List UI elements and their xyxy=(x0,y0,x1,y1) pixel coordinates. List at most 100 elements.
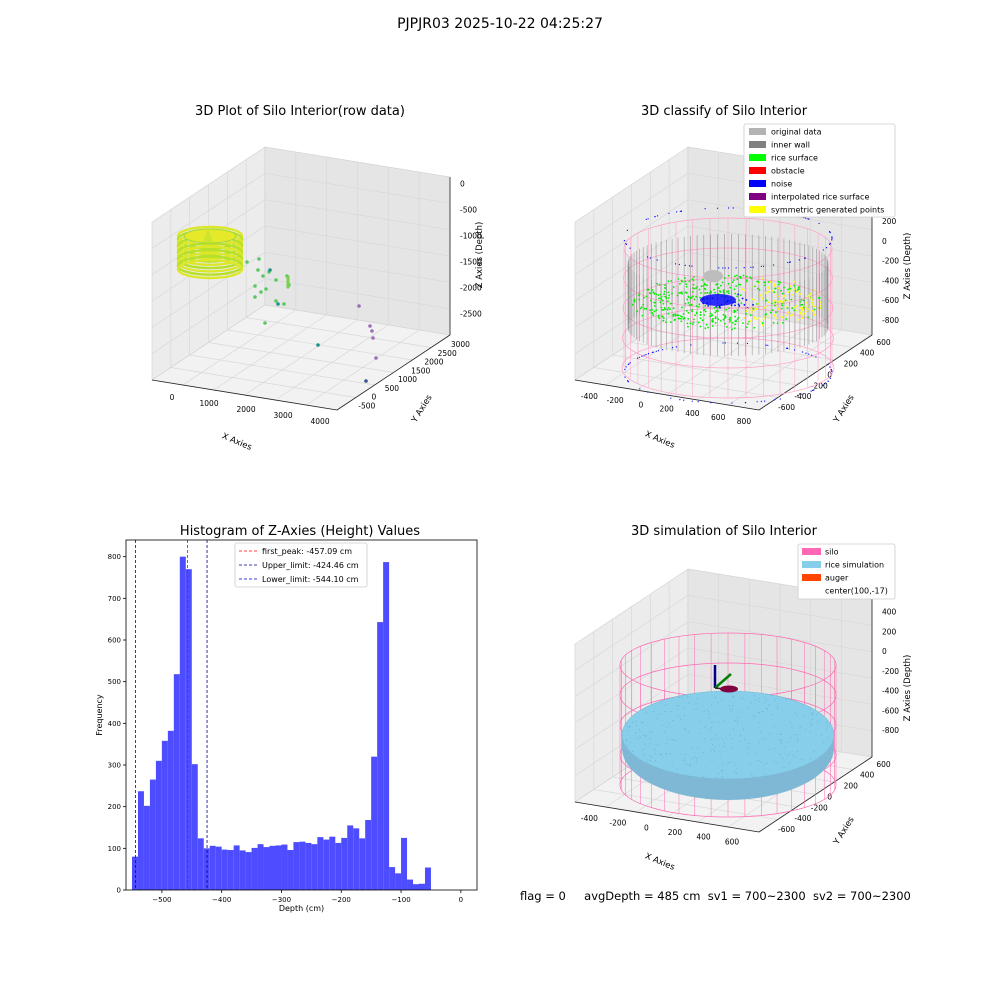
plot4-rice-point xyxy=(641,722,643,723)
plot4-rice-point xyxy=(653,711,655,712)
plot2-surface-point xyxy=(653,305,656,307)
histogram-bar xyxy=(197,838,204,890)
plot2-surface-point xyxy=(774,315,777,318)
plot2-grid-line xyxy=(728,329,842,406)
plot4-rice-point xyxy=(779,754,781,756)
plot2-surface-point xyxy=(739,283,742,286)
plot2-surface-point xyxy=(662,317,665,319)
plot4-rice-point xyxy=(677,705,679,707)
plot2-surface-point xyxy=(758,317,760,319)
plot1-scatter-point xyxy=(264,287,268,291)
plot2-noise-point xyxy=(657,215,659,217)
plot2-surface-point xyxy=(703,314,706,316)
plot4-rice-point xyxy=(732,695,734,697)
plot4-rice-point xyxy=(708,711,710,713)
plot4-rice-point xyxy=(768,749,770,751)
plot2-surface-point xyxy=(767,301,770,303)
plot4-rice-point xyxy=(688,731,690,733)
plot4-legend-swatch xyxy=(802,574,821,581)
plot2-noise-point xyxy=(732,207,734,209)
plot4-rice-point xyxy=(696,760,697,762)
plot2-surface-point xyxy=(655,309,658,312)
plot4-rice-point xyxy=(656,718,658,720)
plot2-noise-point xyxy=(801,351,804,353)
histogram-bar xyxy=(221,849,228,890)
plot2-surface-point xyxy=(733,288,736,291)
plot4-rice-point xyxy=(797,741,799,743)
plot2-noise-point xyxy=(763,265,765,267)
plot1-center-peak xyxy=(203,228,213,242)
plot4-rice-point xyxy=(717,702,719,704)
plot2-surface-point xyxy=(813,305,816,308)
plot2-noise-point xyxy=(662,349,664,351)
plot4-rice-point xyxy=(797,739,799,740)
plot2-surface-point xyxy=(704,305,707,307)
plot1-ytick-label: 1500 xyxy=(411,366,430,375)
plot4-rice-point xyxy=(750,702,752,704)
plot2-surface-point xyxy=(786,305,788,308)
histogram-xtick-label: −300 xyxy=(272,896,291,904)
plot4-rice-point xyxy=(715,696,717,698)
plot2-noise-point xyxy=(649,257,652,259)
plot1-scatter-point xyxy=(357,304,361,308)
plot4-xtick-label: -400 xyxy=(581,814,598,823)
histogram-bar xyxy=(365,820,372,890)
plot2-noise-point xyxy=(691,400,693,402)
plot2-surface-point xyxy=(711,314,714,317)
plot4-rice-point xyxy=(737,720,739,722)
plot4-rice-point xyxy=(822,741,824,743)
plot4-ztick-label: 200 xyxy=(882,627,897,636)
plot2-surface-point xyxy=(714,321,717,324)
plot4-rice-point xyxy=(687,696,689,698)
plot2-noise-point xyxy=(637,357,639,359)
histogram-xtick-label: −500 xyxy=(152,896,171,904)
plot2-noise-point xyxy=(798,259,800,261)
plot2-surface-point xyxy=(665,297,668,300)
histogram-ytick-label: 400 xyxy=(108,720,121,728)
plot4-rice-point xyxy=(672,739,674,741)
plot2-surface-point xyxy=(756,318,758,320)
histogram-bar xyxy=(263,847,270,890)
plot2-surface-point xyxy=(657,315,660,318)
plot4-rice-point xyxy=(626,730,628,732)
footer-sv1: sv1 = 700~2300 xyxy=(707,889,806,903)
histogram-bar xyxy=(347,825,354,890)
plot2-surface-point xyxy=(727,274,730,277)
plot2-legend-swatch xyxy=(749,128,766,135)
plot2-ytick-label: 600 xyxy=(876,338,891,347)
plot2-surface-point xyxy=(733,309,736,312)
histogram-bar xyxy=(353,828,360,890)
plot2-surface-point xyxy=(745,299,748,301)
plot4-rice-point xyxy=(684,728,686,730)
plot1-scatter-point xyxy=(268,268,272,272)
plot4-rice-point xyxy=(647,761,648,763)
plot4-ytick-label: 600 xyxy=(876,760,891,769)
plot4-rice-point xyxy=(739,741,741,743)
plot2-surface-point xyxy=(764,284,766,287)
plot2-surface-point xyxy=(737,316,740,319)
plot2-surface-point xyxy=(803,312,805,315)
plot2-surface-point xyxy=(760,320,763,323)
plot4-ztick-label: 400 xyxy=(882,608,897,617)
plot4-rice-point xyxy=(713,749,715,750)
plot2-surface-point xyxy=(736,295,738,298)
plot1-frame xyxy=(151,146,451,411)
histogram-legend-label: Upper_limit: -424.46 cm xyxy=(262,561,359,570)
histogram-bar xyxy=(155,760,162,890)
plot2-surface-point xyxy=(753,316,755,319)
plot2-noise-point xyxy=(627,381,630,383)
plot2-noise-point xyxy=(736,342,739,344)
plot1-y-axis-line xyxy=(336,334,451,411)
plot1-scatter-point xyxy=(263,321,267,325)
plot4-rice-point xyxy=(780,740,782,742)
plot2-surface-point xyxy=(638,294,640,297)
plot2-surface-point xyxy=(735,285,738,287)
plot2-noise-point xyxy=(811,354,813,356)
histogram-ytick-label: 100 xyxy=(108,845,121,853)
plot4-rice-point xyxy=(796,734,798,736)
plot2-surface-point xyxy=(753,326,756,329)
plot4-rice-point xyxy=(777,705,779,707)
plot2-surface-point xyxy=(798,289,801,292)
plot2-surface-point xyxy=(733,327,736,330)
plot4-xlabel: X Axies xyxy=(643,851,676,873)
